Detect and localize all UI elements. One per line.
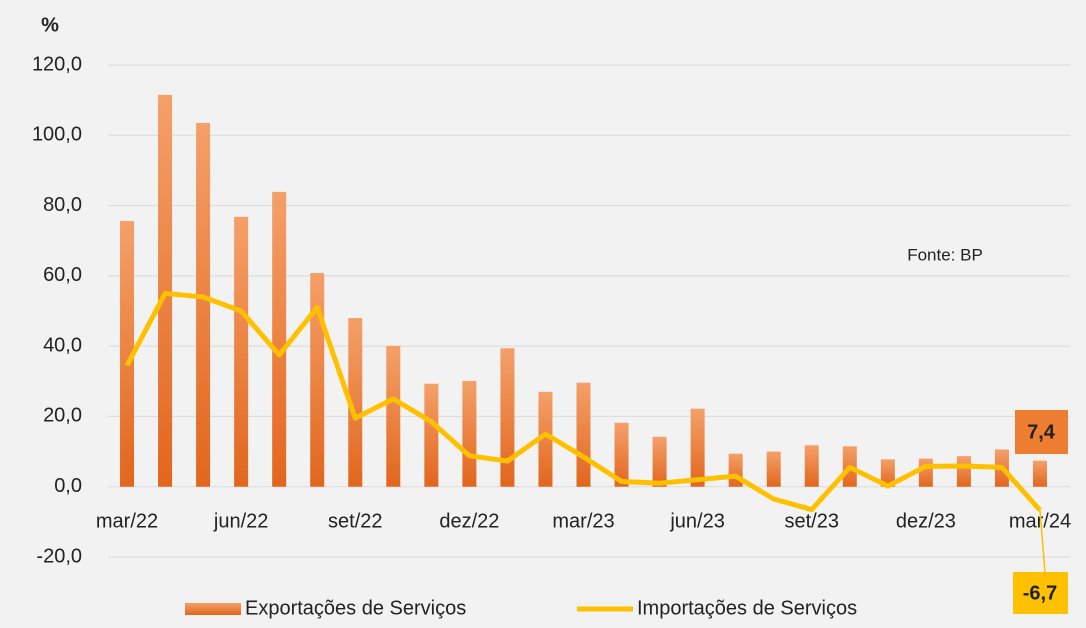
data-label: -6,7 <box>1023 582 1057 604</box>
y-unit: % <box>41 14 59 36</box>
y-tick-label: 120,0 <box>32 53 82 75</box>
x-tick-label: mar/22 <box>96 510 158 532</box>
source-note: Fonte: BP <box>907 245 983 264</box>
bar <box>538 391 553 487</box>
bar <box>690 408 705 487</box>
bar <box>462 380 477 487</box>
bar <box>234 216 249 487</box>
leader-line <box>1039 510 1046 573</box>
bar <box>652 436 667 487</box>
y-tick-label: 60,0 <box>43 264 82 286</box>
bar <box>918 458 933 487</box>
x-tick-label: set/22 <box>328 510 382 532</box>
legend-label: Importações de Serviços <box>637 597 857 619</box>
x-tick-label: mar/23 <box>552 510 614 532</box>
x-tick-label: set/23 <box>784 510 838 532</box>
label-box <box>1013 572 1068 614</box>
x-tick-label: dez/22 <box>439 510 499 532</box>
bar <box>804 445 819 487</box>
bar <box>614 422 629 487</box>
bar <box>1032 460 1047 487</box>
y-tick-label: 80,0 <box>43 194 82 216</box>
bar <box>120 221 135 487</box>
bar <box>158 94 173 487</box>
bar <box>576 382 591 487</box>
bar <box>956 456 971 487</box>
label-box <box>1015 410 1068 454</box>
y-tick-label: 0,0 <box>54 475 82 497</box>
y-tick-label: 100,0 <box>32 124 82 146</box>
bar <box>880 459 895 487</box>
legend-label: Exportações de Serviços <box>245 597 466 619</box>
x-tick-label: mar/24 <box>1009 510 1071 532</box>
bar <box>500 348 515 487</box>
bar <box>766 451 781 487</box>
data-label: 7,4 <box>1027 421 1056 443</box>
y-tick-label: 40,0 <box>43 334 82 356</box>
bar <box>386 345 401 487</box>
legend-swatch <box>185 603 241 615</box>
x-tick-label: dez/23 <box>896 510 956 532</box>
x-tick-label: jun/22 <box>213 510 269 532</box>
bar <box>196 122 211 487</box>
line <box>124 290 1042 513</box>
bar <box>348 318 363 487</box>
bar <box>424 383 439 487</box>
bar <box>310 273 325 487</box>
bar <box>272 191 287 487</box>
y-tick-label: 20,0 <box>43 405 82 427</box>
x-tick-label: jun/23 <box>669 510 725 532</box>
y-tick-label: -20,0 <box>36 545 82 567</box>
